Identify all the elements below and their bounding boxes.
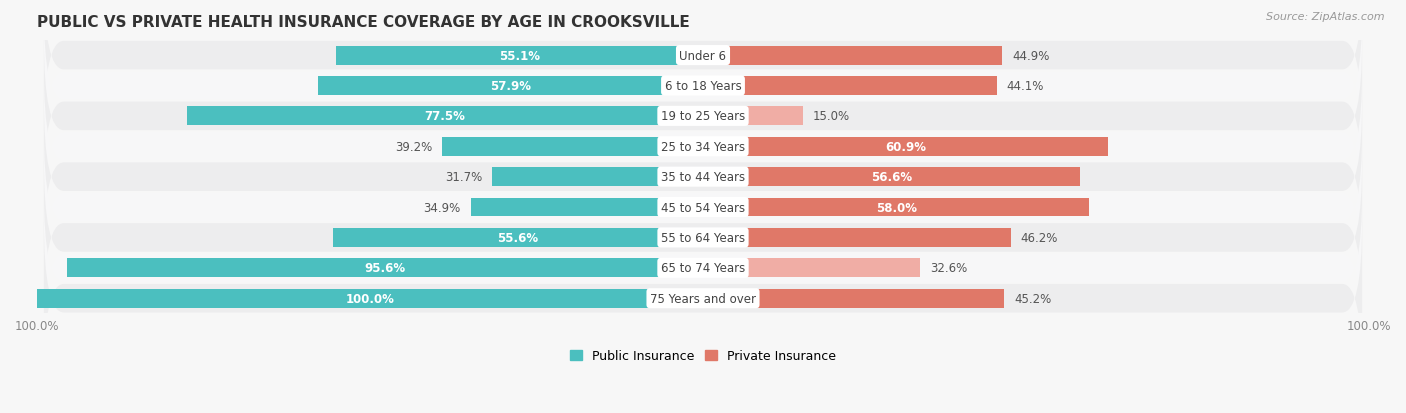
Bar xyxy=(66,259,703,278)
Text: 55.1%: 55.1% xyxy=(499,50,540,62)
Bar xyxy=(703,107,803,126)
Text: 65 to 74 Years: 65 to 74 Years xyxy=(661,262,745,275)
Text: 77.5%: 77.5% xyxy=(425,110,465,123)
Text: 34.9%: 34.9% xyxy=(423,201,461,214)
Bar xyxy=(703,168,1080,187)
Text: 58.0%: 58.0% xyxy=(876,201,917,214)
Text: 60.9%: 60.9% xyxy=(886,140,927,153)
FancyBboxPatch shape xyxy=(44,40,1362,193)
Bar xyxy=(318,77,703,96)
Text: 44.9%: 44.9% xyxy=(1012,50,1049,62)
Bar xyxy=(471,198,703,217)
Bar xyxy=(703,289,1004,308)
Bar xyxy=(441,138,703,156)
FancyBboxPatch shape xyxy=(44,222,1362,375)
Text: 45 to 54 Years: 45 to 54 Years xyxy=(661,201,745,214)
FancyBboxPatch shape xyxy=(44,9,1362,163)
FancyBboxPatch shape xyxy=(44,161,1362,315)
Text: 32.6%: 32.6% xyxy=(929,262,967,275)
Bar xyxy=(703,259,920,278)
Text: 44.1%: 44.1% xyxy=(1007,80,1045,93)
Bar xyxy=(703,77,997,96)
Text: Source: ZipAtlas.com: Source: ZipAtlas.com xyxy=(1267,12,1385,22)
Bar xyxy=(703,198,1090,217)
Bar xyxy=(703,47,1002,65)
Text: 25 to 34 Years: 25 to 34 Years xyxy=(661,140,745,153)
Text: 46.2%: 46.2% xyxy=(1021,231,1057,244)
Bar xyxy=(703,138,1108,156)
FancyBboxPatch shape xyxy=(44,192,1362,345)
Text: 35 to 44 Years: 35 to 44 Years xyxy=(661,171,745,184)
FancyBboxPatch shape xyxy=(44,100,1362,254)
Text: 39.2%: 39.2% xyxy=(395,140,432,153)
Text: 6 to 18 Years: 6 to 18 Years xyxy=(665,80,741,93)
Text: 75 Years and over: 75 Years and over xyxy=(650,292,756,305)
Text: 19 to 25 Years: 19 to 25 Years xyxy=(661,110,745,123)
Text: 57.9%: 57.9% xyxy=(489,80,531,93)
Text: 15.0%: 15.0% xyxy=(813,110,851,123)
FancyBboxPatch shape xyxy=(44,131,1362,284)
Bar xyxy=(703,228,1011,247)
Text: 31.7%: 31.7% xyxy=(444,171,482,184)
Text: 95.6%: 95.6% xyxy=(364,262,405,275)
Text: 55.6%: 55.6% xyxy=(498,231,538,244)
Legend: Public Insurance, Private Insurance: Public Insurance, Private Insurance xyxy=(565,344,841,368)
Bar xyxy=(187,107,703,126)
Bar xyxy=(336,47,703,65)
Text: PUBLIC VS PRIVATE HEALTH INSURANCE COVERAGE BY AGE IN CROOKSVILLE: PUBLIC VS PRIVATE HEALTH INSURANCE COVER… xyxy=(37,15,690,30)
Text: 55 to 64 Years: 55 to 64 Years xyxy=(661,231,745,244)
Bar xyxy=(37,289,703,308)
FancyBboxPatch shape xyxy=(44,70,1362,223)
Text: Under 6: Under 6 xyxy=(679,50,727,62)
Bar xyxy=(492,168,703,187)
Text: 45.2%: 45.2% xyxy=(1014,292,1052,305)
Text: 56.6%: 56.6% xyxy=(870,171,912,184)
Bar xyxy=(333,228,703,247)
FancyBboxPatch shape xyxy=(44,0,1362,133)
Text: 100.0%: 100.0% xyxy=(346,292,395,305)
